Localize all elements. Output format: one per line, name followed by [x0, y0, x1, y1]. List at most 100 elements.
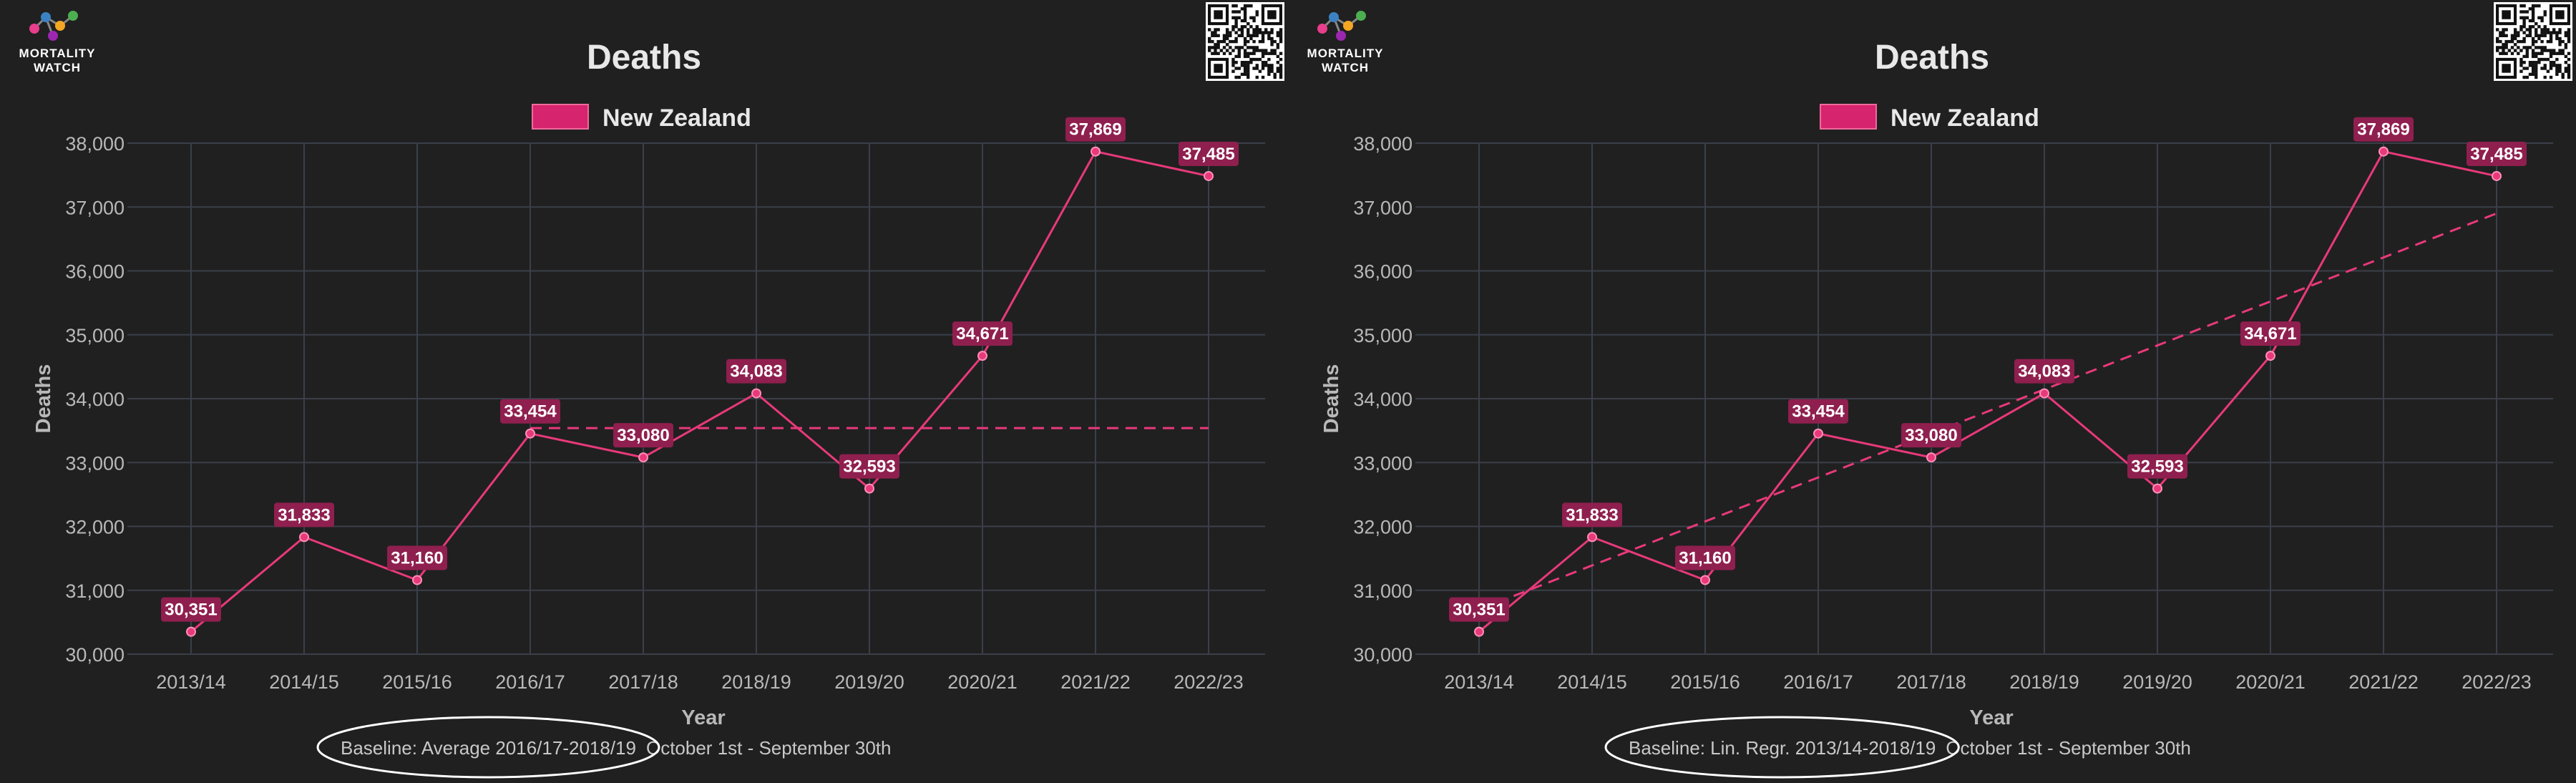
- data-point[interactable]: [186, 626, 196, 637]
- y-tick-label: 33,000: [1353, 452, 1413, 474]
- data-label: 37,869: [2353, 117, 2414, 142]
- data-label: 34,083: [2014, 359, 2074, 384]
- x-tick-label: 2013/14: [156, 671, 226, 693]
- y-tick-label: 37,000: [1353, 197, 1413, 218]
- chart-panel-linear-regression: MORTALITY WATCH Deaths New Zealand 30,000 31,…: [1288, 0, 2576, 783]
- data-label-bg: [2014, 359, 2074, 384]
- data-point[interactable]: [1204, 170, 1214, 181]
- footer-period-text: October 1st - September 30th: [1946, 737, 2191, 759]
- data-point[interactable]: [751, 388, 761, 399]
- data-point[interactable]: [1926, 452, 1936, 463]
- data-label: 34,671: [952, 321, 1013, 346]
- data-label-bg: [2240, 321, 2301, 346]
- y-tick-label: 34,000: [65, 389, 125, 410]
- x-tick-label: 2013/14: [1444, 671, 1514, 693]
- data-label-text: 32,593: [2131, 457, 2183, 477]
- x-tick-label: 2021/22: [2348, 671, 2419, 693]
- footer-period-text: October 1st - September 30th: [646, 737, 892, 759]
- baseline-highlight-ellipse: [1604, 716, 1960, 779]
- x-tick-label: 2021/22: [1060, 671, 1131, 693]
- y-tick-label: 36,000: [1353, 261, 1413, 283]
- footer-baseline-text: Baseline: Average 2016/17-2018/19: [341, 737, 636, 759]
- data-label: 37,869: [1065, 117, 1126, 142]
- data-label-text: 33,454: [1792, 402, 1845, 422]
- data-label-bg: [2127, 454, 2187, 479]
- data-point[interactable]: [1091, 146, 1101, 157]
- data-point[interactable]: [864, 483, 874, 494]
- data-label-text: 33,080: [1905, 426, 1957, 445]
- y-tick-label: 30,000: [65, 644, 125, 666]
- data-label-text: 31,160: [391, 548, 443, 568]
- data-label-bg: [1788, 399, 1848, 424]
- data-label: 31,160: [387, 545, 447, 570]
- data-label-bg: [1179, 141, 1239, 166]
- data-label-bg: [1675, 545, 1735, 570]
- x-tick-label: 2018/19: [721, 671, 791, 693]
- x-tick-label: 2016/17: [1783, 671, 1853, 693]
- footer-baseline-text: Baseline: Lin. Regr. 2013/14-2018/19: [1629, 737, 1936, 759]
- data-point[interactable]: [2379, 146, 2389, 157]
- data-label-bg: [613, 423, 673, 448]
- data-label-text: 33,080: [617, 426, 669, 445]
- y-tick-label: 31,000: [1353, 580, 1413, 602]
- data-label-bg: [1901, 423, 1961, 448]
- data-label: 33,454: [1788, 399, 1848, 424]
- legend-item-new-zealand[interactable]: New Zealand: [532, 104, 751, 132]
- data-label-bg: [726, 359, 786, 384]
- data-label-bg: [500, 399, 560, 424]
- data-label: 30,351: [161, 597, 221, 622]
- y-tick-label: 35,000: [65, 325, 125, 346]
- y-tick-label: 32,000: [1353, 517, 1413, 538]
- data-point[interactable]: [1587, 532, 1597, 543]
- data-point[interactable]: [525, 428, 535, 439]
- chart-title: Deaths: [587, 39, 701, 77]
- x-tick-label: 2015/16: [382, 671, 452, 693]
- data-label: 31,833: [274, 502, 334, 527]
- data-point[interactable]: [412, 575, 422, 585]
- x-tick-label: 2018/19: [2009, 671, 2079, 693]
- data-label-bg: [1562, 502, 1622, 527]
- x-tick-label: 2016/17: [495, 671, 565, 693]
- data-label: 31,160: [1675, 545, 1735, 570]
- data-point[interactable]: [977, 351, 987, 361]
- data-point[interactable]: [2039, 388, 2049, 399]
- qr-code-icon: [2494, 2, 2572, 81]
- data-point[interactable]: [1700, 575, 1710, 585]
- data-label-text: 33,454: [504, 402, 557, 422]
- data-point[interactable]: [2152, 483, 2162, 494]
- chart-panel-average: MORTALITY WATCH Deaths New Zealand 30,000 31,…: [19, 2, 1284, 779]
- series-line-new-zealand: [1478, 150, 2497, 633]
- x-tick-label: 2017/18: [1896, 671, 1966, 693]
- data-label-bg: [2467, 141, 2527, 166]
- baseline-highlight-ellipse: [316, 716, 660, 779]
- data-point[interactable]: [2492, 170, 2502, 181]
- logo-wordmark-line2: WATCH: [34, 61, 81, 74]
- data-point[interactable]: [1813, 428, 1823, 439]
- legend-swatch: [532, 104, 589, 130]
- data-label: 33,454: [500, 399, 560, 424]
- data-point[interactable]: [1474, 626, 1484, 637]
- y-tick-label: 30,000: [1353, 644, 1413, 666]
- data-label: 32,593: [2127, 454, 2187, 479]
- y-axis-title: Deaths: [32, 364, 55, 434]
- legend-item-new-zealand[interactable]: New Zealand: [1820, 104, 2039, 132]
- x-tick-label: 2015/16: [1670, 671, 1740, 693]
- data-label-text: 34,083: [730, 362, 782, 381]
- series-line-new-zealand: [190, 150, 1209, 633]
- data-point[interactable]: [299, 532, 309, 543]
- data-label-text: 34,671: [956, 324, 1008, 344]
- y-tick-label: 38,000: [65, 133, 125, 155]
- y-tick-label: 34,000: [1353, 389, 1413, 410]
- data-point[interactable]: [2265, 351, 2275, 361]
- data-label: 31,833: [1562, 502, 1622, 527]
- data-label-text: 37,869: [1069, 120, 1121, 140]
- data-point[interactable]: [638, 452, 648, 463]
- data-label-bg: [1449, 597, 1509, 622]
- data-label: 34,083: [726, 359, 786, 384]
- x-tick-label: 2022/23: [1174, 671, 1244, 693]
- logo-wordmark-line1: MORTALITY: [1307, 47, 1384, 60]
